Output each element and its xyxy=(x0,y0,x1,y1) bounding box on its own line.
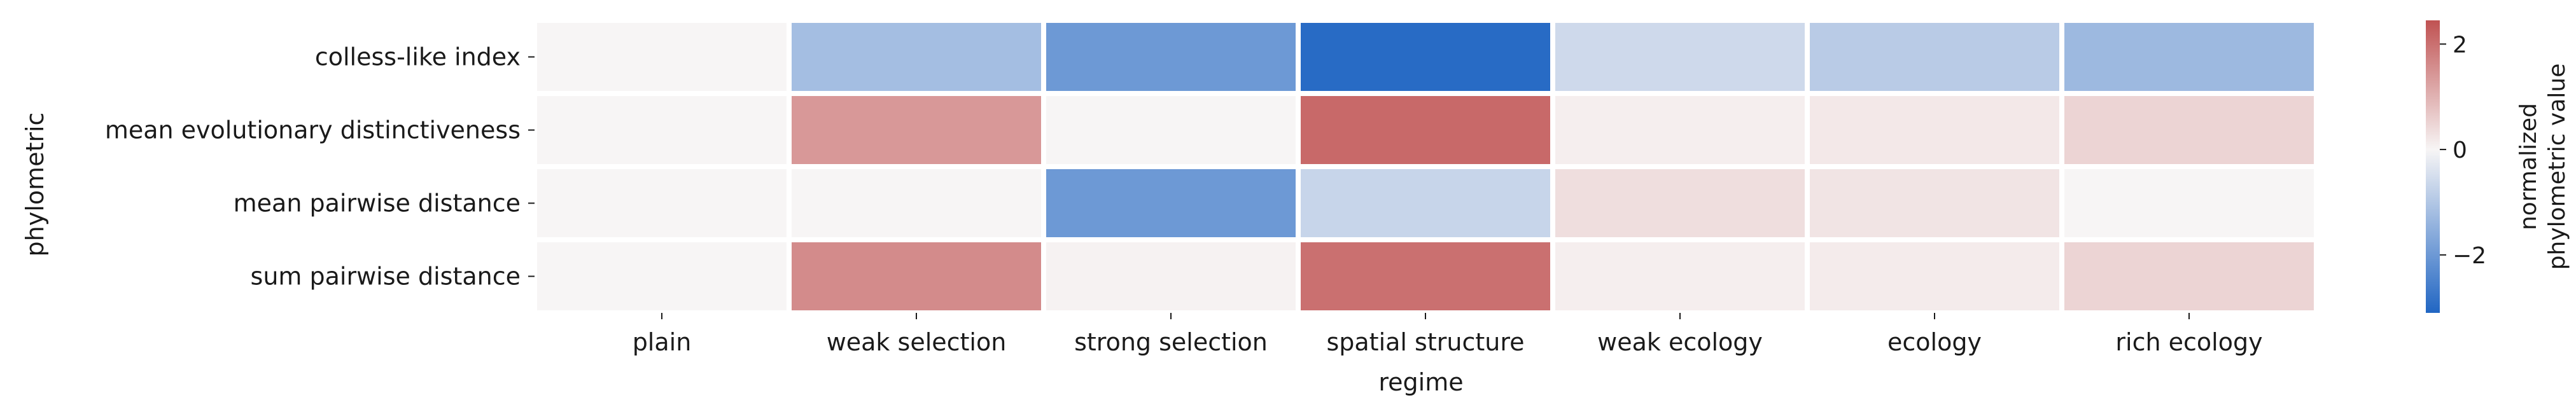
heatmap-cells xyxy=(537,23,2314,310)
y-tick-label-sum-pairwise-distance: sum pairwise distance xyxy=(251,263,521,291)
heatmap-cell-colless-like-index-weak-ecology xyxy=(1555,23,1805,91)
x-tick-label-rich-ecology: rich ecology xyxy=(2115,328,2262,356)
x-tick-label-strong-selection: strong selection xyxy=(1074,328,1268,356)
y-tick-label-mean-pairwise-distance: mean pairwise distance xyxy=(234,190,521,217)
heatmap-cell-mean-pairwise-distance-rich-ecology xyxy=(2064,169,2314,237)
x-tick-label-weak-selection: weak selection xyxy=(827,328,1007,356)
heatmap-cell-colless-like-index-ecology xyxy=(1810,23,2059,91)
x-tick-label-weak-ecology: weak ecology xyxy=(1597,328,1763,356)
heatmap-cell-mean-evolutionary-distinctiveness-weak-ecology xyxy=(1555,96,1805,164)
y-tick-label-colless-like-index: colless-like index xyxy=(315,43,521,71)
heatmap-cell-sum-pairwise-distance-rich-ecology xyxy=(2064,242,2314,310)
colorbar-tick-label: −2 xyxy=(2453,243,2486,269)
heatmap-cell-colless-like-index-strong-selection xyxy=(1046,23,1296,91)
y-axis-label: phylometric xyxy=(21,113,49,257)
heatmap-cell-sum-pairwise-distance-weak-selection xyxy=(792,242,1041,310)
heatmap-cell-mean-evolutionary-distinctiveness-strong-selection xyxy=(1046,96,1296,164)
heatmap-cell-mean-evolutionary-distinctiveness-rich-ecology xyxy=(2064,96,2314,164)
heatmap-cell-mean-pairwise-distance-spatial-structure xyxy=(1301,169,1550,237)
y-tick-marks xyxy=(528,56,535,277)
heatmap-cell-mean-pairwise-distance-plain xyxy=(537,169,787,237)
heatmap-cell-sum-pairwise-distance-strong-selection xyxy=(1046,242,1296,310)
colorbar-ticks: 2 0 −2 xyxy=(2440,32,2486,269)
heatmap-cell-sum-pairwise-distance-plain xyxy=(537,242,787,310)
colorbar-tick-label: 0 xyxy=(2453,137,2467,163)
colorbar-label-line-2: phylometric value xyxy=(2544,64,2570,270)
y-tick-label-mean-evolutionary-distinctiveness: mean evolutionary distinctiveness xyxy=(105,116,521,144)
heatmap-cell-mean-pairwise-distance-strong-selection xyxy=(1046,169,1296,237)
x-tick-label-spatial-structure: spatial structure xyxy=(1326,328,1524,356)
heatmap-cell-mean-pairwise-distance-ecology xyxy=(1810,169,2059,237)
heatmap-cell-mean-evolutionary-distinctiveness-plain xyxy=(537,96,787,164)
heatmap-cell-mean-pairwise-distance-weak-ecology xyxy=(1555,169,1805,237)
heatmap-cell-colless-like-index-weak-selection xyxy=(792,23,1041,91)
x-tick-marks xyxy=(661,313,2190,319)
y-tick-labels: colless-like index mean evolutionary dist… xyxy=(105,43,521,291)
heatmap-cell-mean-evolutionary-distinctiveness-ecology xyxy=(1810,96,2059,164)
heatmap-cell-colless-like-index-plain xyxy=(537,23,787,91)
heatmap-cell-mean-evolutionary-distinctiveness-spatial-structure xyxy=(1301,96,1550,164)
x-tick-label-plain: plain xyxy=(633,328,692,356)
colorbar-tick-label: 2 xyxy=(2453,32,2467,58)
heatmap-cell-sum-pairwise-distance-weak-ecology xyxy=(1555,242,1805,310)
heatmap-cell-sum-pairwise-distance-spatial-structure xyxy=(1301,242,1550,310)
x-tick-labels: plain weak selection strong selection spati… xyxy=(633,328,2263,356)
heatmap-cell-colless-like-index-spatial-structure xyxy=(1301,23,1550,91)
colorbar-label-line-1: normalized xyxy=(2516,103,2542,230)
x-axis-label: regime xyxy=(1378,368,1463,396)
x-tick-label-ecology: ecology xyxy=(1887,328,1982,356)
heatmap-cell-mean-evolutionary-distinctiveness-weak-selection xyxy=(792,96,1041,164)
heatmap-cell-colless-like-index-rich-ecology xyxy=(2064,23,2314,91)
heatmap-cell-sum-pairwise-distance-ecology xyxy=(1810,242,2059,310)
heatmap-cell-mean-pairwise-distance-weak-selection xyxy=(792,169,1041,237)
colorbar xyxy=(2426,20,2440,313)
